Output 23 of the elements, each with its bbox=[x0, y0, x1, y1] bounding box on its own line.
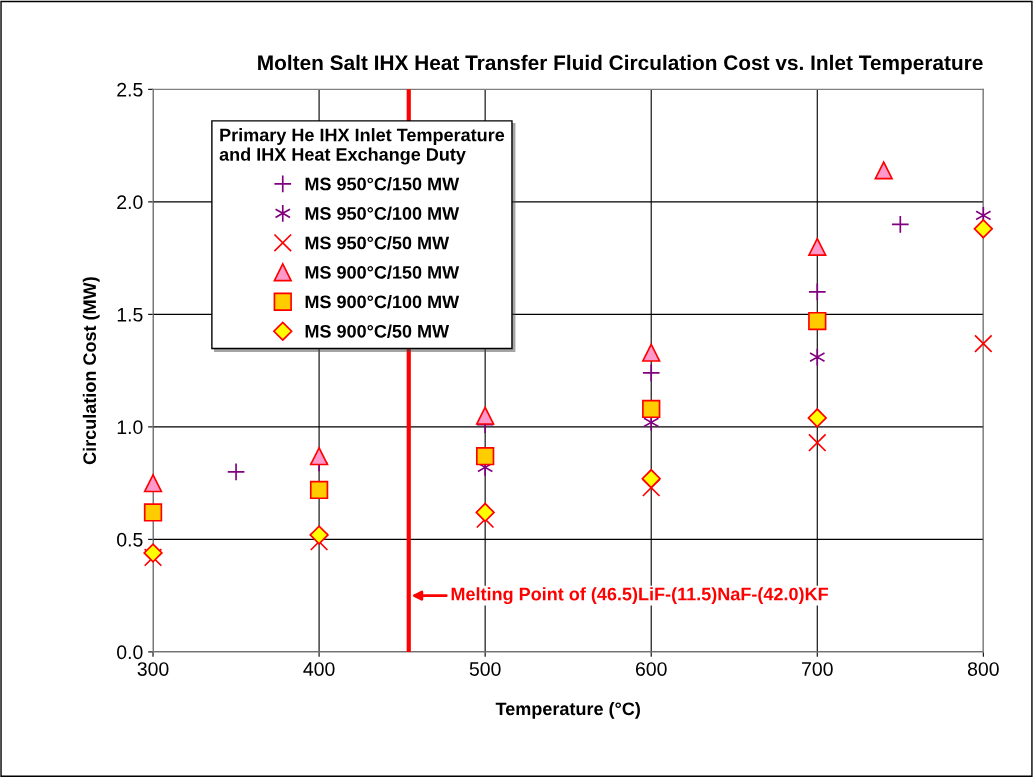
legend-label: MS 900°C/100 MW bbox=[305, 294, 460, 309]
x-tick-label: 400 bbox=[303, 662, 335, 676]
x-tick-label: 500 bbox=[469, 662, 501, 676]
y-axis-title: Circulation Cost (MW) bbox=[82, 277, 100, 465]
y-tick-label: 1.5 bbox=[117, 308, 143, 322]
x-tick-label: 700 bbox=[802, 662, 833, 676]
x-axis-title: Temperature (°C) bbox=[495, 701, 640, 719]
legend-label: MS 950°C/150 MW bbox=[305, 177, 460, 191]
x-tick-label: 800 bbox=[967, 662, 999, 676]
y-tick-label: 1.0 bbox=[117, 420, 143, 435]
y-tick-label: 2.0 bbox=[117, 195, 143, 210]
legend-title: Primary He IHX Inlet Temperature and IHX Heat Exchange Duty bbox=[219, 128, 505, 165]
chart-title: Molten Salt IHX Heat Transfer Fluid Circulation Cost vs. Inlet Temperature bbox=[258, 54, 983, 75]
x-tick-label: 300 bbox=[137, 662, 169, 676]
y-tick-label: 0.5 bbox=[117, 532, 143, 547]
legend-label: MS 950°C/100 MW bbox=[305, 206, 460, 221]
ref-line-label: Melting Point of (46.5)LiF-(11.5)NaF-(42.0)KF bbox=[451, 587, 828, 605]
legend-label: MS 950°C/50 MW bbox=[305, 236, 450, 250]
legend-label: MS 900°C/50 MW bbox=[305, 324, 450, 338]
legend-label: MS 900°C/150 MW bbox=[305, 265, 460, 279]
y-tick-label: 0.0 bbox=[117, 645, 143, 660]
x-tick-label: 600 bbox=[635, 662, 667, 676]
y-tick-label: 2.5 bbox=[117, 82, 143, 97]
